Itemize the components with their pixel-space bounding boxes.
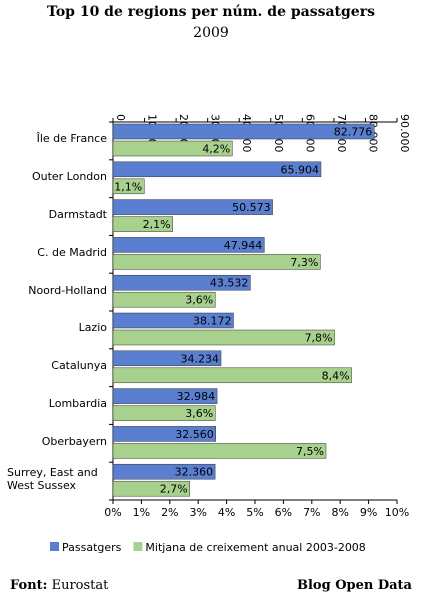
- value-label: 32.560: [175, 428, 214, 441]
- x2-tick-label: 5%: [246, 506, 263, 519]
- value-label: 1,1%: [114, 180, 142, 193]
- legend-swatch: [133, 542, 143, 551]
- y-tick-label: Darmstadt: [48, 208, 107, 221]
- bar: [112, 178, 145, 195]
- value-label: 8,4%: [322, 369, 350, 382]
- value-label: 34.234: [181, 352, 220, 365]
- bar: [112, 216, 173, 232]
- x2-tick-label: 9%: [360, 506, 377, 519]
- value-label: 7,5%: [296, 445, 324, 458]
- value-label: 7,8%: [305, 332, 333, 345]
- bar: [112, 274, 251, 291]
- bar: [112, 463, 216, 480]
- bar: [112, 350, 222, 367]
- x-tick-label: 0: [114, 114, 127, 121]
- value-label: 32.360: [175, 466, 214, 479]
- value-label: 47.944: [224, 239, 263, 252]
- y-tick-label: Surrey, East and West Sussex: [7, 466, 98, 493]
- bar: [112, 405, 216, 421]
- source: Font: Eurostat: [10, 578, 109, 593]
- value-label: 32.984: [177, 390, 216, 403]
- y-tick-label: Île de France: [36, 132, 107, 146]
- value-label: 2,7%: [160, 483, 188, 496]
- source-value: Eurostat: [52, 578, 110, 593]
- x2-tick-label: 2%: [161, 506, 178, 519]
- y-tick-label: Lombardia: [48, 397, 107, 410]
- x2-tick-label: 6%: [275, 506, 292, 519]
- x2-tick-label: 8%: [331, 506, 348, 519]
- x2-tick-label: 10%: [385, 506, 409, 519]
- y-tick-label: Noord-Holland: [28, 283, 107, 297]
- value-label: 43.532: [210, 277, 249, 290]
- x2-tick-label: 7%: [303, 506, 320, 519]
- bar: [112, 254, 321, 270]
- x2-tick-label: 4%: [218, 506, 235, 519]
- chart-subtitle: 2009: [193, 25, 229, 41]
- value-label: 3,6%: [185, 407, 213, 420]
- value-label: 4,2%: [202, 143, 230, 156]
- bar: [112, 480, 190, 497]
- x2-tick-label: 1%: [133, 506, 150, 519]
- credit: Blog Open Data: [297, 578, 413, 593]
- bar: [112, 237, 265, 253]
- bar: [112, 312, 234, 329]
- source-label: Font:: [10, 578, 47, 593]
- bar: [112, 199, 273, 215]
- value-label: 2,1%: [143, 218, 171, 231]
- value-label: 82.776: [334, 126, 373, 139]
- legend-label: Mitjana de creixement anual 2003-2008: [145, 541, 365, 554]
- bar: [112, 443, 327, 459]
- bar: [112, 123, 375, 140]
- bar: [112, 140, 233, 157]
- bar: [112, 291, 216, 308]
- y-tick-label: C. de Madrid: [37, 245, 107, 259]
- legend-label: Passatgers: [62, 541, 122, 554]
- value-label: 3,6%: [185, 294, 213, 307]
- value-label: 65.904: [280, 163, 319, 176]
- bar: [112, 329, 335, 346]
- value-label: 38.172: [193, 315, 232, 328]
- y-tick-label: Catalunya: [51, 359, 107, 373]
- bar: [112, 367, 352, 384]
- chart-title: Top 10 de regions per núm. de passatgers: [47, 4, 375, 20]
- bar: [112, 426, 216, 442]
- bar: [112, 161, 322, 178]
- x2-tick-label: 3%: [189, 506, 206, 519]
- value-label: 50.573: [232, 201, 271, 214]
- bar: [112, 388, 218, 404]
- y-tick-label: Lazio: [78, 321, 107, 335]
- x-tick-label: 90.000: [398, 114, 411, 153]
- value-label: 7,3%: [290, 256, 318, 269]
- y-tick-label: Oberbayern: [41, 434, 107, 448]
- x2-tick-label: 0%: [104, 506, 121, 519]
- legend-swatch: [50, 542, 59, 551]
- y-tick-label: Outer London: [31, 170, 107, 184]
